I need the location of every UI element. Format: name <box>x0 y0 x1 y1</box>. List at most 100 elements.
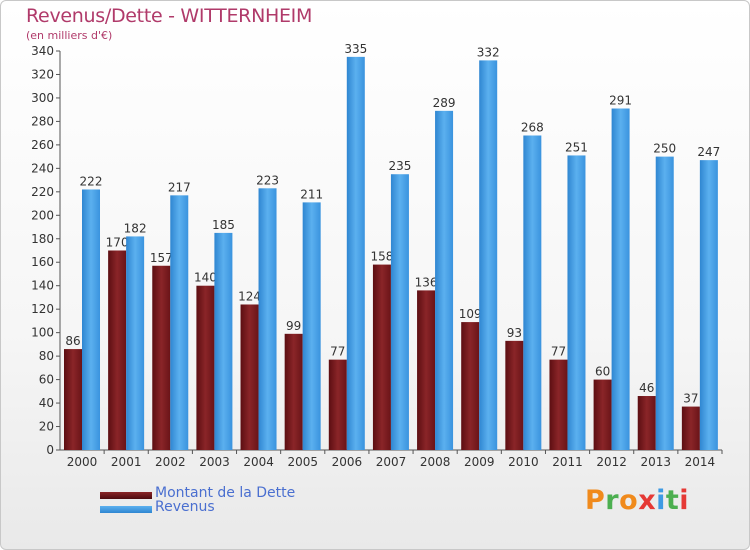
bar-dette <box>64 349 82 450</box>
y-tick-label: 300 <box>31 91 54 105</box>
data-label-revenus: 251 <box>565 140 588 154</box>
data-label-revenus: 332 <box>477 45 500 59</box>
legend-label-revenus: Revenus <box>155 499 215 515</box>
bar-revenus <box>479 60 498 450</box>
y-tick-label: 280 <box>31 114 54 128</box>
data-label-revenus: 291 <box>609 94 632 108</box>
data-label-dette: 140 <box>194 271 217 285</box>
data-label-dette: 170 <box>106 236 129 250</box>
x-tick-label: 2011 <box>552 455 583 469</box>
bar-dette <box>505 340 524 450</box>
data-label-dette: 86 <box>65 334 80 348</box>
x-tick-label: 2002 <box>155 455 186 469</box>
x-tick-label: 2012 <box>596 455 627 469</box>
data-label-dette: 99 <box>286 319 301 333</box>
bar-dette <box>461 322 480 450</box>
chart-title: Revenus/Dette - WITTERNHEIM <box>26 5 313 27</box>
bar-dette <box>108 250 127 450</box>
data-label-dette: 46 <box>639 381 654 395</box>
data-label-revenus: 335 <box>344 42 367 56</box>
logo-letter: o <box>619 485 639 516</box>
data-label-revenus: 182 <box>124 221 147 235</box>
data-label-dette: 136 <box>415 275 438 289</box>
logo-letter: i <box>679 485 690 516</box>
bar-revenus <box>346 56 365 450</box>
y-tick-label: 160 <box>31 255 54 269</box>
y-tick-label: 100 <box>31 326 54 340</box>
data-label-revenus: 235 <box>388 159 411 173</box>
data-label-revenus: 217 <box>168 180 191 194</box>
data-label-dette: 124 <box>238 289 261 303</box>
data-label-dette: 37 <box>683 392 698 406</box>
x-tick-label: 2006 <box>332 455 363 469</box>
bar-revenus <box>126 236 145 450</box>
x-tick-label: 2013 <box>641 455 672 469</box>
y-tick-label: 180 <box>31 232 54 246</box>
data-label-dette: 60 <box>595 365 610 379</box>
y-tick-label: 200 <box>31 208 54 222</box>
x-tick-label: 2008 <box>420 455 451 469</box>
data-label-revenus: 222 <box>80 174 103 188</box>
y-tick-label: 120 <box>31 302 54 316</box>
x-tick-label: 2001 <box>111 455 142 469</box>
x-tick-label: 2003 <box>199 455 230 469</box>
bar-revenus <box>435 110 454 450</box>
bar-revenus <box>82 189 100 450</box>
data-label-revenus: 250 <box>653 142 676 156</box>
proxiti-logo: Proxiti <box>585 485 689 516</box>
y-tick-label: 340 <box>31 44 54 58</box>
bar-dette <box>240 304 259 450</box>
x-tick-label: 2014 <box>685 455 716 469</box>
x-tick-label: 2005 <box>287 455 318 469</box>
data-label-dette: 109 <box>459 307 482 321</box>
y-tick-label: 240 <box>31 161 54 175</box>
data-label-revenus: 185 <box>212 218 235 232</box>
x-tick-label: 2000 <box>67 455 98 469</box>
bar-revenus <box>258 188 277 450</box>
data-label-dette: 158 <box>370 250 393 264</box>
y-tick-label: 220 <box>31 185 54 199</box>
data-label-revenus: 247 <box>697 145 720 159</box>
legend-swatch-dette <box>100 492 152 499</box>
bar-revenus <box>302 202 321 450</box>
y-tick-label: 60 <box>39 373 54 387</box>
data-label-dette: 77 <box>551 345 566 359</box>
bar-revenus <box>170 195 189 450</box>
bar-dette <box>284 333 303 450</box>
bar-dette <box>328 359 347 450</box>
bar-dette <box>196 285 215 450</box>
x-tick-label: 2010 <box>508 455 539 469</box>
bar-dette <box>637 396 656 450</box>
y-tick-label: 20 <box>39 420 54 434</box>
y-tick-label: 80 <box>39 349 54 363</box>
logo-letter: x <box>638 485 657 516</box>
bar-revenus <box>611 108 630 451</box>
data-label-dette: 93 <box>507 326 522 340</box>
y-tick-label: 0 <box>46 443 54 457</box>
data-label-revenus: 223 <box>256 173 279 187</box>
x-tick-label: 2007 <box>376 455 407 469</box>
bar-dette <box>372 264 391 450</box>
y-tick-label: 320 <box>31 67 54 81</box>
bar-dette <box>681 406 700 450</box>
chart-subtitle: (en milliers d'€) <box>26 29 113 42</box>
x-tick-label: 2004 <box>243 455 274 469</box>
legend-swatch-revenus <box>100 506 152 513</box>
bar-revenus <box>390 174 409 450</box>
logo-letter: r <box>605 485 620 516</box>
bar-revenus <box>699 160 718 450</box>
data-label-revenus: 211 <box>300 187 323 201</box>
bar-dette <box>417 290 436 450</box>
bar-dette <box>152 265 171 450</box>
bar-dette <box>549 359 568 450</box>
data-label-dette: 77 <box>330 345 345 359</box>
logo-letter: i <box>656 485 666 516</box>
bar-revenus <box>655 156 674 450</box>
data-label-revenus: 289 <box>433 96 456 110</box>
data-label-dette: 157 <box>150 251 173 265</box>
bar-revenus <box>214 232 233 450</box>
logo-letter: P <box>585 485 606 516</box>
bar-revenus <box>567 155 586 450</box>
bar-dette <box>593 379 612 450</box>
